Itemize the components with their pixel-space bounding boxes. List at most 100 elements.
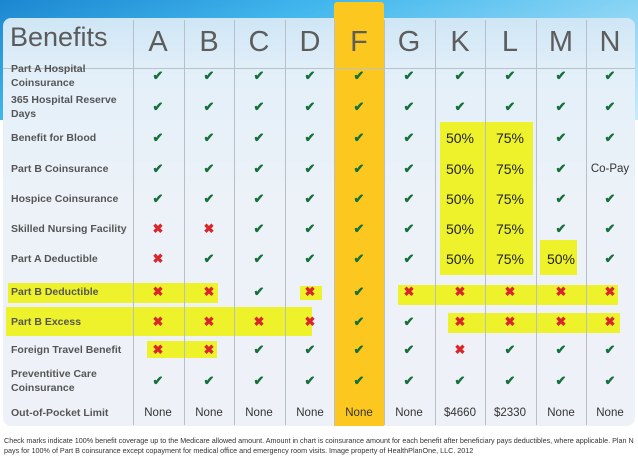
check-icon: ✔ xyxy=(403,99,415,114)
check-icon: ✔ xyxy=(555,68,567,83)
column-divider xyxy=(485,20,486,425)
check-icon: ✔ xyxy=(454,99,466,114)
check-icon: ✔ xyxy=(454,373,466,388)
highlight-foreign-travel-ab xyxy=(147,341,217,358)
cell-value: $2330 xyxy=(494,407,526,419)
plan-header-m: M xyxy=(548,26,574,58)
cell-value: 75% xyxy=(495,191,525,207)
plan-header-n: N xyxy=(599,26,621,58)
cross-icon: ✖ xyxy=(504,314,516,329)
column-divider xyxy=(586,20,587,425)
check-icon: ✔ xyxy=(504,373,516,388)
check-icon: ✔ xyxy=(555,99,567,114)
cross-icon: ✖ xyxy=(152,342,164,357)
cross-icon: ✖ xyxy=(152,251,164,266)
check-icon: ✔ xyxy=(353,161,365,176)
column-divider xyxy=(384,20,385,425)
check-icon: ✔ xyxy=(555,161,567,176)
cross-icon: ✖ xyxy=(555,284,567,299)
check-icon: ✔ xyxy=(304,191,316,206)
cell-value: None xyxy=(547,407,575,419)
check-icon: ✔ xyxy=(304,99,316,114)
plan-header-k: K xyxy=(450,26,470,58)
check-icon: ✔ xyxy=(604,130,616,145)
cross-icon: ✖ xyxy=(403,284,415,299)
check-icon: ✔ xyxy=(504,342,516,357)
highlight-partb-excess-kn xyxy=(448,313,620,333)
cell-value: None xyxy=(345,407,373,419)
highlight-partb-deductible-gn xyxy=(398,285,618,305)
row-label: Out-of-Pocket Limit xyxy=(11,407,109,419)
check-icon: ✔ xyxy=(353,221,365,236)
check-icon: ✔ xyxy=(304,221,316,236)
check-icon: ✔ xyxy=(353,373,365,388)
footnote: Check marks indicate 100% benefit covera… xyxy=(4,436,634,455)
cell-value: 75% xyxy=(495,130,525,146)
cell-value: 50% xyxy=(445,251,475,267)
plan-header-l: L xyxy=(501,26,519,58)
cross-icon: ✖ xyxy=(304,314,316,329)
cell-value: 50% xyxy=(445,130,475,146)
column-divider xyxy=(334,20,335,425)
cell-value: Co-Pay xyxy=(590,163,630,175)
check-icon: ✔ xyxy=(152,68,164,83)
check-icon: ✔ xyxy=(203,191,215,206)
cell-value: 75% xyxy=(495,251,525,267)
column-divider xyxy=(435,20,436,425)
cell-value: $4660 xyxy=(444,407,476,419)
cell-value: 50% xyxy=(445,161,475,177)
check-icon: ✔ xyxy=(304,68,316,83)
cell-value: None xyxy=(596,407,624,419)
cross-icon: ✖ xyxy=(203,284,215,299)
plan-f-highlight-column xyxy=(334,2,384,426)
check-icon: ✔ xyxy=(555,373,567,388)
plan-header-g: G xyxy=(397,26,421,58)
cross-icon: ✖ xyxy=(454,284,466,299)
row-label: Part B Deductible xyxy=(11,286,99,298)
check-icon: ✔ xyxy=(403,68,415,83)
row-label: Part B Excess xyxy=(11,316,82,328)
check-icon: ✔ xyxy=(353,68,365,83)
cross-icon: ✖ xyxy=(304,284,316,299)
check-icon: ✔ xyxy=(454,68,466,83)
check-icon: ✔ xyxy=(253,161,265,176)
cell-value: 75% xyxy=(495,161,525,177)
check-icon: ✔ xyxy=(403,314,415,329)
check-icon: ✔ xyxy=(152,161,164,176)
cross-icon: ✖ xyxy=(152,221,164,236)
highlight-kl-coinsurance xyxy=(440,122,533,275)
highlight-partb-excess-ad xyxy=(6,307,312,336)
check-icon: ✔ xyxy=(253,68,265,83)
check-icon: ✔ xyxy=(203,99,215,114)
cross-icon: ✖ xyxy=(555,314,567,329)
cross-icon: ✖ xyxy=(203,314,215,329)
check-icon: ✔ xyxy=(403,221,415,236)
check-icon: ✔ xyxy=(253,130,265,145)
check-icon: ✔ xyxy=(555,221,567,236)
cross-icon: ✖ xyxy=(504,284,516,299)
highlight-m-deductible xyxy=(540,240,577,275)
row-label: Part A Hospital Coinsurance xyxy=(11,63,86,89)
check-icon: ✔ xyxy=(403,342,415,357)
cross-icon: ✖ xyxy=(454,342,466,357)
check-icon: ✔ xyxy=(604,342,616,357)
check-icon: ✔ xyxy=(253,191,265,206)
cross-icon: ✖ xyxy=(203,221,215,236)
check-icon: ✔ xyxy=(253,342,265,357)
check-icon: ✔ xyxy=(253,221,265,236)
check-icon: ✔ xyxy=(403,373,415,388)
plan-header-b: B xyxy=(199,26,219,58)
cross-icon: ✖ xyxy=(604,314,616,329)
check-icon: ✔ xyxy=(403,191,415,206)
check-icon: ✔ xyxy=(152,191,164,206)
plan-header-f: F xyxy=(350,26,368,58)
check-icon: ✔ xyxy=(253,284,265,299)
check-icon: ✔ xyxy=(152,373,164,388)
column-divider xyxy=(536,20,537,425)
check-icon: ✔ xyxy=(504,68,516,83)
check-icon: ✔ xyxy=(353,342,365,357)
header-divider xyxy=(3,68,635,69)
cell-value: None xyxy=(144,407,172,419)
check-icon: ✔ xyxy=(353,191,365,206)
check-icon: ✔ xyxy=(604,221,616,236)
